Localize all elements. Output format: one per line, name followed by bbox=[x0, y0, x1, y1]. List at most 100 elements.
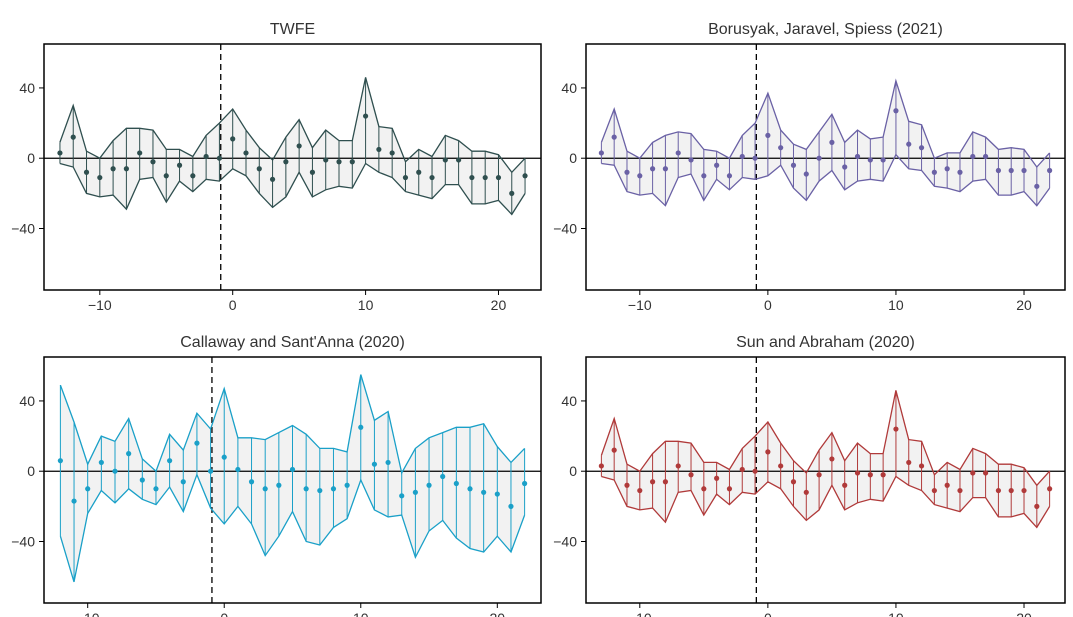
estimate-point bbox=[495, 174, 502, 181]
ci-upper-line bbox=[600, 78, 1051, 169]
y-tick-label: 40 bbox=[19, 80, 35, 96]
estimate-point bbox=[303, 486, 309, 492]
estimate-point bbox=[467, 486, 473, 492]
estimate-point bbox=[752, 155, 758, 161]
plot-frame bbox=[585, 43, 1066, 291]
estimate-point bbox=[317, 487, 323, 494]
estimate-point bbox=[509, 190, 515, 196]
x-tick-label: −10 bbox=[628, 610, 652, 617]
x-tick-label: 0 bbox=[220, 610, 228, 617]
estimate-point bbox=[918, 145, 925, 151]
estimate-point bbox=[167, 458, 173, 464]
estimate-point bbox=[399, 493, 405, 499]
estimate-point bbox=[842, 164, 848, 170]
estimate-point bbox=[995, 487, 1002, 494]
estimate-point bbox=[854, 153, 861, 160]
estimate-point bbox=[57, 150, 63, 156]
estimate-point bbox=[675, 150, 681, 156]
estimate-point bbox=[739, 153, 745, 160]
estimate-point bbox=[1008, 487, 1014, 494]
estimate-point bbox=[880, 472, 886, 478]
x-tick-label: 0 bbox=[764, 297, 772, 313]
estimate-point bbox=[982, 153, 989, 160]
y-tick-label: 0 bbox=[569, 463, 577, 479]
estimate-point bbox=[97, 174, 103, 181]
x-tick-label: −10 bbox=[628, 297, 652, 313]
estimate-point bbox=[482, 174, 488, 181]
estimate-point bbox=[611, 134, 617, 140]
estimate-point bbox=[662, 479, 669, 485]
x-tick-label: 0 bbox=[229, 297, 237, 313]
estimate-point bbox=[637, 487, 643, 494]
estimate-point bbox=[970, 470, 976, 476]
chart-title: Callaway and Sant'Anna (2020) bbox=[180, 334, 405, 351]
estimate-point bbox=[190, 173, 196, 179]
estimate-point bbox=[126, 451, 132, 457]
chart-title: Borusyak, Jaravel, Spiess (2021) bbox=[708, 21, 943, 38]
estimate-point bbox=[402, 174, 409, 181]
estimate-point bbox=[412, 489, 418, 495]
estimate-point bbox=[893, 426, 899, 432]
estimate-point bbox=[995, 167, 1002, 174]
estimate-point bbox=[906, 459, 912, 466]
x-tick-label: 20 bbox=[491, 297, 507, 313]
estimate-point bbox=[739, 466, 745, 473]
y-tick-label: 40 bbox=[19, 393, 35, 409]
estimate-point bbox=[248, 479, 255, 485]
plot-frame bbox=[585, 356, 1066, 604]
estimate-point bbox=[726, 486, 733, 492]
estimate-point bbox=[426, 482, 432, 488]
estimate-point bbox=[98, 459, 104, 466]
estimate-point bbox=[726, 173, 733, 179]
estimate-point bbox=[854, 470, 861, 476]
ci-lower-line bbox=[59, 162, 526, 216]
estimate-point bbox=[289, 466, 296, 473]
estimate-point bbox=[150, 159, 156, 165]
estimate-point bbox=[309, 169, 316, 175]
x-tick-label: 20 bbox=[1016, 297, 1032, 313]
y-tick-label: −40 bbox=[553, 221, 577, 237]
estimate-point bbox=[867, 157, 873, 163]
estimate-point bbox=[230, 136, 236, 142]
chart-title: Sun and Abraham (2020) bbox=[736, 334, 915, 351]
estimate-point bbox=[137, 150, 143, 156]
y-tick-label: 40 bbox=[561, 393, 577, 409]
estimate-point bbox=[1021, 487, 1027, 494]
estimate-point bbox=[371, 461, 378, 467]
estimate-point bbox=[296, 143, 302, 149]
estimate-point bbox=[323, 157, 329, 163]
estimate-point bbox=[243, 150, 249, 156]
estimate-point bbox=[110, 166, 116, 172]
estimate-point bbox=[688, 157, 694, 163]
estimate-point bbox=[221, 454, 227, 460]
x-tick-label: 20 bbox=[1016, 610, 1032, 617]
estimate-point bbox=[1008, 167, 1014, 174]
estimate-point bbox=[256, 166, 262, 172]
x-tick-label: −10 bbox=[88, 297, 112, 313]
estimate-point bbox=[778, 463, 784, 469]
estimate-point bbox=[453, 480, 459, 487]
estimate-point bbox=[624, 482, 630, 488]
estimate-point bbox=[816, 155, 822, 161]
x-tick-label: 10 bbox=[888, 297, 904, 313]
estimate-point bbox=[276, 482, 282, 488]
estimate-point bbox=[358, 424, 364, 430]
estimate-point bbox=[522, 480, 528, 487]
estimate-point bbox=[389, 150, 395, 156]
estimate-point bbox=[701, 173, 707, 179]
estimate-point bbox=[123, 166, 129, 172]
estimate-point bbox=[649, 479, 656, 485]
estimate-point bbox=[269, 176, 276, 182]
x-tick-label: 20 bbox=[490, 610, 506, 617]
estimate-point bbox=[349, 159, 355, 165]
plot-frame bbox=[43, 43, 542, 291]
x-tick-label: 10 bbox=[888, 610, 904, 617]
estimate-point bbox=[70, 134, 76, 140]
estimate-point bbox=[1047, 167, 1053, 174]
y-tick-label: −40 bbox=[11, 534, 35, 550]
estimate-point bbox=[262, 486, 268, 492]
confidence-band bbox=[59, 77, 526, 215]
estimate-point bbox=[842, 482, 848, 488]
estimate-point bbox=[481, 489, 487, 495]
